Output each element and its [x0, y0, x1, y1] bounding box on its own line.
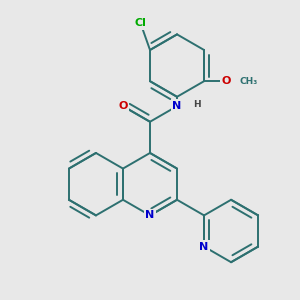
Text: H: H: [194, 100, 201, 109]
Text: N: N: [172, 101, 182, 111]
Text: O: O: [118, 101, 128, 111]
Text: Cl: Cl: [135, 19, 147, 28]
Text: CH₃: CH₃: [239, 77, 257, 86]
Text: N: N: [200, 242, 209, 252]
Text: N: N: [146, 210, 154, 220]
Text: O: O: [221, 76, 231, 86]
